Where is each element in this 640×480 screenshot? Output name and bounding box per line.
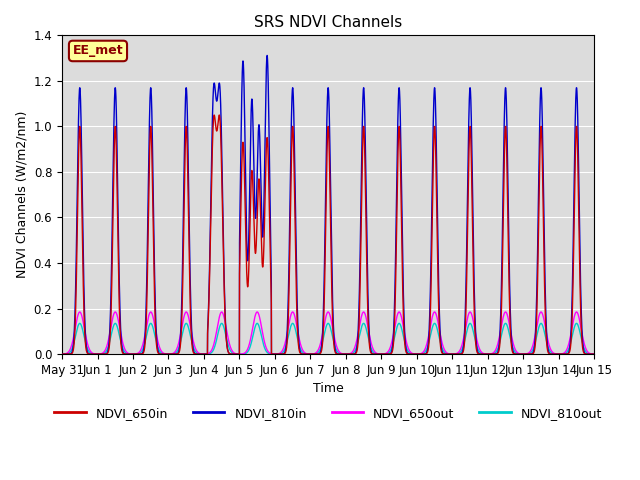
Line: NDVI_650in: NDVI_650in: [62, 115, 595, 354]
NDVI_810in: [477, 351, 485, 357]
NDVI_650in: [172, 351, 180, 357]
NDVI_650out: [573, 309, 580, 315]
NDVI_650out: [257, 323, 265, 328]
Text: EE_met: EE_met: [73, 45, 124, 58]
NDVI_650in: [211, 112, 218, 118]
NDVI_810out: [58, 351, 66, 357]
NDVI_650in: [257, 238, 265, 244]
NDVI_650out: [591, 351, 598, 357]
Line: NDVI_810in: NDVI_810in: [62, 56, 595, 354]
NDVI_810out: [477, 350, 485, 356]
NDVI_650in: [166, 351, 174, 357]
NDVI_650in: [589, 351, 596, 357]
NDVI_810in: [589, 351, 596, 357]
NDVI_650out: [477, 348, 485, 354]
Line: NDVI_810out: NDVI_810out: [62, 324, 595, 354]
NDVI_810out: [166, 351, 174, 357]
NDVI_810in: [166, 351, 174, 357]
NDVI_810in: [257, 199, 265, 205]
Line: NDVI_650out: NDVI_650out: [62, 312, 595, 354]
NDVI_810out: [401, 341, 409, 347]
Legend: NDVI_650in, NDVI_810in, NDVI_650out, NDVI_810out: NDVI_650in, NDVI_810in, NDVI_650out, NDV…: [49, 402, 607, 425]
NDVI_650in: [591, 351, 598, 357]
NDVI_650out: [58, 351, 66, 357]
X-axis label: Time: Time: [313, 383, 344, 396]
NDVI_650out: [401, 335, 409, 340]
NDVI_650out: [589, 351, 596, 357]
NDVI_650out: [172, 348, 180, 354]
NDVI_650in: [58, 351, 66, 357]
Y-axis label: NDVI Channels (W/m2/nm): NDVI Channels (W/m2/nm): [15, 111, 28, 278]
NDVI_810out: [591, 351, 598, 357]
NDVI_810out: [172, 350, 180, 356]
NDVI_810out: [589, 351, 596, 357]
NDVI_810in: [591, 351, 598, 357]
NDVI_650out: [166, 351, 174, 357]
NDVI_810in: [58, 351, 66, 357]
NDVI_810out: [573, 321, 580, 326]
NDVI_810out: [257, 332, 265, 338]
NDVI_810in: [172, 351, 180, 357]
Title: SRS NDVI Channels: SRS NDVI Channels: [254, 15, 403, 30]
NDVI_810in: [402, 341, 410, 347]
NDVI_650in: [402, 347, 410, 352]
NDVI_810in: [263, 53, 271, 59]
NDVI_650in: [477, 351, 485, 357]
